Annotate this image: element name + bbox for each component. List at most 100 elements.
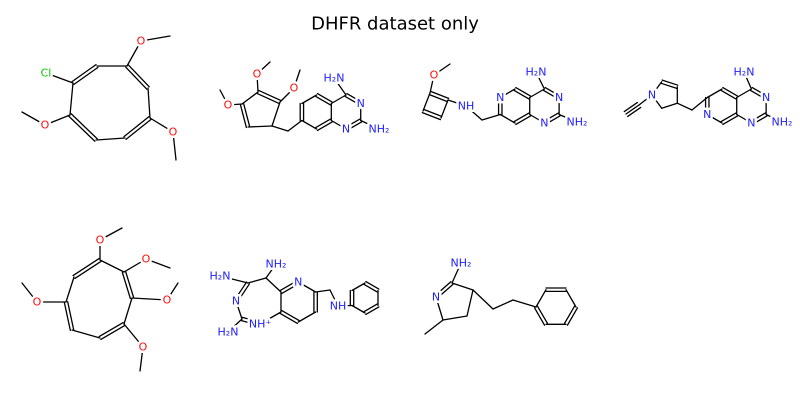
atom-label: N <box>648 89 656 102</box>
bond <box>736 88 753 99</box>
bond <box>512 299 537 308</box>
bond <box>542 112 559 123</box>
bond <box>749 89 766 100</box>
atom-label: O <box>33 296 42 309</box>
bond <box>71 63 97 83</box>
bond <box>465 105 483 121</box>
bond <box>256 73 259 93</box>
bond <box>256 61 271 75</box>
bond <box>125 66 148 90</box>
atom-label: O <box>139 341 148 354</box>
atom-label: N <box>496 91 504 104</box>
atom-label: N <box>540 117 548 130</box>
bond <box>271 101 281 127</box>
bond <box>638 94 653 106</box>
bond <box>481 113 501 121</box>
atom-label: O <box>430 69 439 82</box>
bond <box>279 87 295 103</box>
bond <box>360 119 380 130</box>
bond <box>235 300 243 320</box>
bond <box>124 270 135 299</box>
atom-label: O <box>96 234 105 247</box>
bond <box>722 115 739 126</box>
bond <box>172 131 177 161</box>
atom-label: NH₂ <box>772 116 793 129</box>
atom-label: N <box>555 91 563 104</box>
bond <box>333 77 347 96</box>
bond <box>316 92 333 103</box>
bond <box>236 283 251 303</box>
bond <box>123 258 147 273</box>
bond <box>123 116 150 138</box>
bond <box>563 305 576 325</box>
bond <box>466 289 474 317</box>
bond <box>751 86 768 97</box>
atom-label: N <box>747 117 755 130</box>
atom-label: O <box>224 99 233 112</box>
bond <box>44 114 71 126</box>
bond <box>722 86 739 97</box>
atom-label: O <box>163 294 172 307</box>
bond <box>259 311 282 325</box>
bond <box>279 279 299 292</box>
bond <box>281 309 300 322</box>
bond <box>720 112 737 123</box>
bond <box>330 119 347 130</box>
bond <box>749 112 766 123</box>
atom-label: N <box>703 108 711 121</box>
bond <box>219 89 229 106</box>
bond <box>279 312 299 325</box>
bond <box>98 321 124 338</box>
bond <box>240 319 261 327</box>
bond <box>301 119 318 130</box>
atom-label: O <box>253 68 262 81</box>
bond <box>239 103 248 129</box>
bond <box>241 91 259 105</box>
bond <box>123 323 144 348</box>
bond <box>256 92 280 105</box>
atom-label: NH⁺ <box>249 318 272 331</box>
bond <box>363 283 378 293</box>
bond <box>74 260 102 280</box>
bond <box>287 119 303 132</box>
bond <box>281 282 300 295</box>
bond <box>499 113 516 124</box>
bond <box>765 113 783 123</box>
bond <box>21 111 46 126</box>
bond <box>435 296 444 321</box>
bond <box>529 88 546 99</box>
atom-label: O <box>142 253 151 266</box>
atom-label: H₂N <box>210 270 231 283</box>
bond <box>297 311 317 323</box>
bond <box>566 307 579 326</box>
bond <box>329 289 339 307</box>
atom-label: O <box>169 126 178 139</box>
bond <box>316 121 333 132</box>
bond <box>544 115 561 126</box>
bond <box>433 63 451 76</box>
bond <box>233 281 248 301</box>
bond <box>660 82 678 90</box>
bond <box>513 89 530 100</box>
bond <box>330 94 347 105</box>
bond <box>542 89 559 100</box>
bond <box>126 40 142 67</box>
bond <box>627 106 642 118</box>
atom-label: NH <box>330 300 347 313</box>
atom-label: H₂N <box>526 66 547 79</box>
bond <box>139 346 144 372</box>
atom-label: NH₂ <box>369 123 390 136</box>
bond <box>265 277 282 293</box>
molecule: Cl O O O <box>21 32 180 161</box>
title: DHFR dataset only <box>311 14 479 35</box>
bond <box>363 303 378 313</box>
bond <box>533 307 546 326</box>
bond <box>247 277 267 284</box>
bond <box>314 289 331 293</box>
bond <box>346 121 363 132</box>
